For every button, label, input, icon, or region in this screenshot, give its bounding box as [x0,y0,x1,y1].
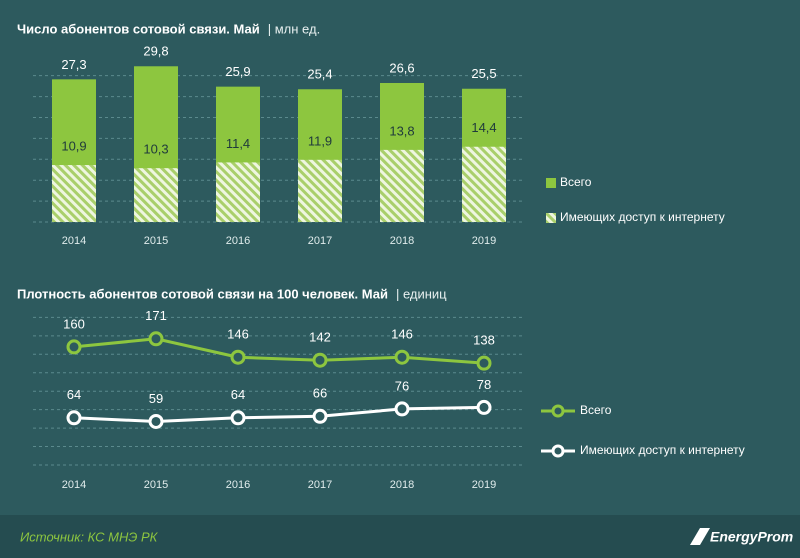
logo: EnergyProm [690,528,793,545]
value-label: 29,8 [143,44,168,59]
legend-swatch [546,213,556,223]
bar [216,162,260,222]
x-tick-label: 2018 [390,479,414,491]
value-label: 78 [477,377,491,392]
bar [134,168,178,222]
logo-text: EnergyProm [710,529,793,545]
value-label: 13,8 [389,123,414,138]
legend-label: Имеющих доступ к интернету [560,210,725,224]
legend-label: Всего [560,175,592,189]
line [73,337,485,365]
x-tick-label: 2019 [472,479,496,491]
marker [148,413,164,429]
x-tick-label: 2016 [226,235,250,247]
marker [230,349,246,365]
legend-marker [551,404,565,418]
value-label: 26,6 [389,60,414,75]
marker [66,339,82,355]
marker [230,410,246,426]
x-tick-label: 2019 [472,235,496,247]
value-label: 14,4 [471,120,496,135]
marker [312,408,328,424]
line [73,405,485,423]
value-label: 64 [231,387,245,402]
x-tick-label: 2016 [226,479,250,491]
value-label: 138 [473,333,495,348]
legend-label: Имеющих доступ к интернету [580,443,745,457]
marker [394,401,410,417]
bar [298,159,342,222]
logo-icon [690,528,710,545]
chart-subtitle: | млн ед. [268,21,320,36]
marker [312,352,328,368]
value-label: 171 [145,308,167,323]
value-label: 10,3 [143,142,168,157]
legend-label: Всего [580,403,612,417]
bar [52,165,96,222]
value-label: 146 [391,327,413,342]
value-label: 27,3 [61,57,86,72]
value-label: 160 [63,316,85,331]
x-tick-label: 2014 [62,479,86,491]
value-label: 146 [227,327,249,342]
legend-swatch [546,178,556,188]
value-label: 25,9 [225,64,250,79]
chart-title: Плотность абонентов сотовой связи на 100… [17,286,388,301]
value-label: 25,5 [471,66,496,81]
value-label: 11,9 [308,133,332,148]
source: Источник: КС МНЭ РК [20,529,159,544]
bar [462,146,506,222]
value-label: 64 [67,387,81,402]
x-tick-label: 2017 [308,235,332,247]
charts: Число абонентов сотовой связи. Май | млн … [17,21,745,490]
legend-marker [551,444,565,458]
marker [148,331,164,347]
value-label: 11,4 [226,136,250,151]
value-label: 25,4 [307,67,332,82]
value-label: 142 [309,330,331,345]
marker [66,410,82,426]
value-label: 59 [149,391,163,406]
x-tick-label: 2015 [144,235,168,247]
footer-band [0,515,800,558]
value-label: 76 [395,378,409,393]
x-tick-label: 2015 [144,479,168,491]
x-tick-label: 2014 [62,235,86,247]
x-tick-label: 2018 [390,235,414,247]
bar [380,149,424,222]
marker [476,355,492,371]
marker [394,349,410,365]
value-label: 10,9 [61,138,86,153]
x-tick-label: 2017 [308,479,332,491]
chart-subtitle: | единиц [396,286,447,301]
value-label: 66 [313,386,327,401]
marker [476,399,492,415]
chart-title: Число абонентов сотовой связи. Май [17,21,260,36]
